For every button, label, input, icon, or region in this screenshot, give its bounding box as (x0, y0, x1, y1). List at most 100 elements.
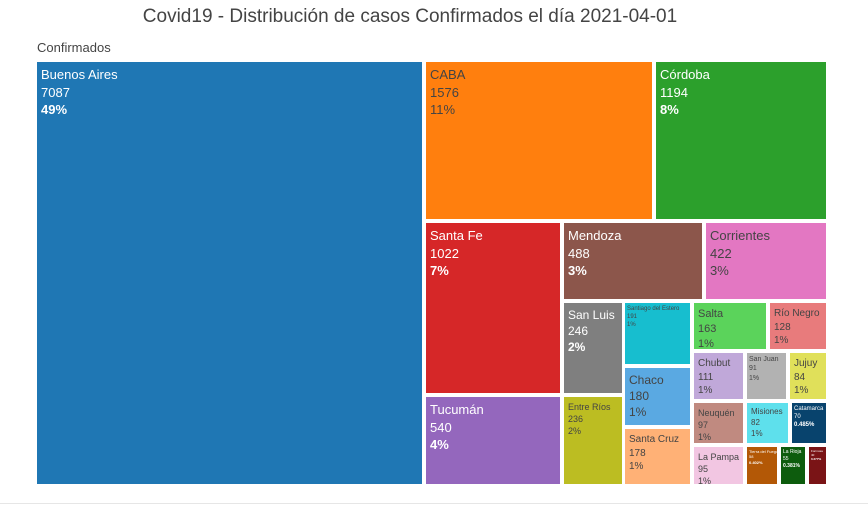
tile-label: Santa Fe (430, 228, 483, 243)
tile-label: San Luis (568, 308, 615, 322)
tile-value: 163 (698, 322, 717, 335)
tile-value: 97 (698, 420, 709, 431)
tile-percent: 1% (751, 428, 763, 438)
tile-value: 128 (774, 321, 791, 333)
treemap-tile-san-juan[interactable]: San Juan 91 1% (747, 353, 786, 399)
treemap-tile-la-rioja[interactable]: La Rioja 55 0.381% (781, 447, 805, 484)
tile-value: 1576 (430, 84, 459, 100)
tile-value: 236 (568, 414, 584, 425)
tile-percent: 1% (629, 405, 647, 420)
tile-value: 540 (430, 419, 452, 435)
tile-label: Santa Cruz (629, 434, 680, 445)
treemap-tile-la-pampa[interactable]: La Pampa 95 1% (694, 447, 743, 484)
treemap-tile-misiones[interactable]: Misiones 82 1% (747, 403, 788, 443)
tile-label: Córdoba (660, 67, 710, 82)
treemap-tile-entre-rios[interactable]: Entre Ríos 236 2% (564, 397, 622, 484)
tile-percent: 11% (430, 102, 456, 118)
treemap-tile-mendoza[interactable]: Mendoza 488 3% (564, 223, 702, 299)
tile-label: Tierra del Fuego (749, 449, 777, 454)
tile-value: 58 (749, 454, 754, 460)
tile-value: 55 (783, 455, 789, 462)
tile-label: Misiones (751, 407, 783, 416)
tile-percent: 1% (698, 337, 714, 349)
tile-value: 70 (794, 414, 801, 421)
tile-percent: 1% (629, 461, 644, 472)
tile-percent: 1% (794, 385, 809, 396)
tile-value: 7087 (41, 84, 70, 100)
tile-label: Buenos Aires (41, 67, 118, 82)
tile-label: Santiago del Estero (627, 306, 680, 312)
bottom-divider (0, 503, 868, 504)
tile-value: 84 (794, 371, 806, 383)
treemap-tile-tierra-del-fuego[interactable]: Tierra del Fuego 58 0.402% (747, 447, 777, 484)
tile-percent: 2% (568, 340, 586, 355)
tile-percent: 49% (41, 102, 68, 118)
treemap-tile-formosa[interactable]: Formosa 40 0.277% (809, 447, 826, 484)
tile-value: 1022 (430, 245, 459, 261)
treemap-tile-santa-cruz[interactable]: Santa Cruz 178 1% (625, 429, 690, 484)
tile-percent: 3% (710, 263, 729, 279)
tile-percent: 2% (568, 426, 582, 437)
treemap-tile-santa-fe[interactable]: Santa Fe 1022 7% (426, 223, 560, 393)
tile-percent: 1% (749, 374, 760, 382)
treemap-tile-salta[interactable]: Salta 163 1% (694, 303, 766, 349)
tile-label: La Rioja (783, 449, 802, 455)
chart-title: Covid19 - Distribución de casos Confirma… (142, 6, 678, 27)
treemap-tile-caba[interactable]: CABA 1576 11% (426, 62, 652, 219)
tile-value: 91 (749, 365, 757, 373)
treemap-root-label: Confirmados (37, 40, 111, 55)
tile-label: Catamarca (794, 406, 824, 412)
tile-label: Entre Ríos (568, 402, 611, 412)
tile-label: Jujuy (794, 358, 818, 369)
tile-value: 1194 (660, 84, 688, 100)
treemap-tile-buenos-aires[interactable]: Buenos Aires 7087 49% (37, 62, 422, 484)
tile-percent: 1% (774, 335, 789, 346)
tile-percent: 1% (698, 432, 712, 443)
tile-percent: 3% (568, 263, 587, 279)
tile-percent: 8% (660, 102, 679, 118)
tile-percent: 0.485% (794, 422, 815, 429)
tile-label: Chubut (698, 358, 731, 369)
treemap-tile-cordoba[interactable]: Córdoba 1194 8% (656, 62, 826, 219)
tile-value: 95 (698, 464, 709, 475)
treemap-tile-chubut[interactable]: Chubut 111 1% (694, 353, 743, 399)
tile-label: CABA (430, 67, 466, 82)
treemap-tile-rio-negro[interactable]: Río Negro 128 1% (770, 303, 826, 349)
tile-value: 191 (627, 314, 638, 321)
tile-label: Formosa (811, 449, 823, 453)
treemap-tile-neuquen[interactable]: Neuquén 97 1% (694, 403, 743, 443)
treemap-tile-san-luis[interactable]: San Luis 246 2% (564, 303, 622, 393)
tile-percent: 1% (627, 322, 636, 329)
tile-label: Río Negro (774, 308, 820, 319)
tile-label: La Pampa (698, 452, 740, 462)
tile-label: Neuquén (698, 408, 735, 418)
tile-percent: 0.402% (749, 459, 763, 465)
treemap-tile-chaco[interactable]: Chaco 180 1% (625, 368, 690, 425)
tile-label: Tucumán (430, 402, 484, 417)
tile-value: 40 (811, 453, 815, 458)
tile-percent: 0.277% (811, 457, 822, 462)
tile-value: 180 (629, 389, 650, 404)
tile-label: Chaco (629, 373, 664, 387)
tile-percent: 1% (698, 385, 713, 396)
tile-value: 488 (568, 245, 590, 261)
tile-label: Corrientes (710, 228, 770, 243)
tile-value: 178 (629, 447, 646, 459)
tile-label: Salta (698, 308, 724, 320)
tile-percent: 0.381% (783, 462, 800, 469)
tile-percent: 4% (430, 437, 449, 453)
tile-percent: 1% (698, 476, 712, 484)
treemap-tile-santiago-del-estero[interactable]: Santiago del Estero 191 1% (625, 303, 690, 364)
tile-label: San Juan (749, 356, 779, 363)
tile-value: 422 (710, 245, 732, 261)
tile-value: 111 (698, 371, 714, 383)
tile-value: 82 (751, 417, 760, 427)
tile-label: Mendoza (568, 228, 622, 243)
tile-value: 246 (568, 324, 589, 339)
treemap-tile-corrientes[interactable]: Corrientes 422 3% (706, 223, 826, 299)
treemap-tile-tucuman[interactable]: Tucumán 540 4% (426, 397, 560, 484)
treemap-tile-catamarca[interactable]: Catamarca 70 0.485% (792, 403, 826, 443)
treemap-tile-jujuy[interactable]: Jujuy 84 1% (790, 353, 826, 399)
tile-percent: 7% (430, 263, 449, 279)
